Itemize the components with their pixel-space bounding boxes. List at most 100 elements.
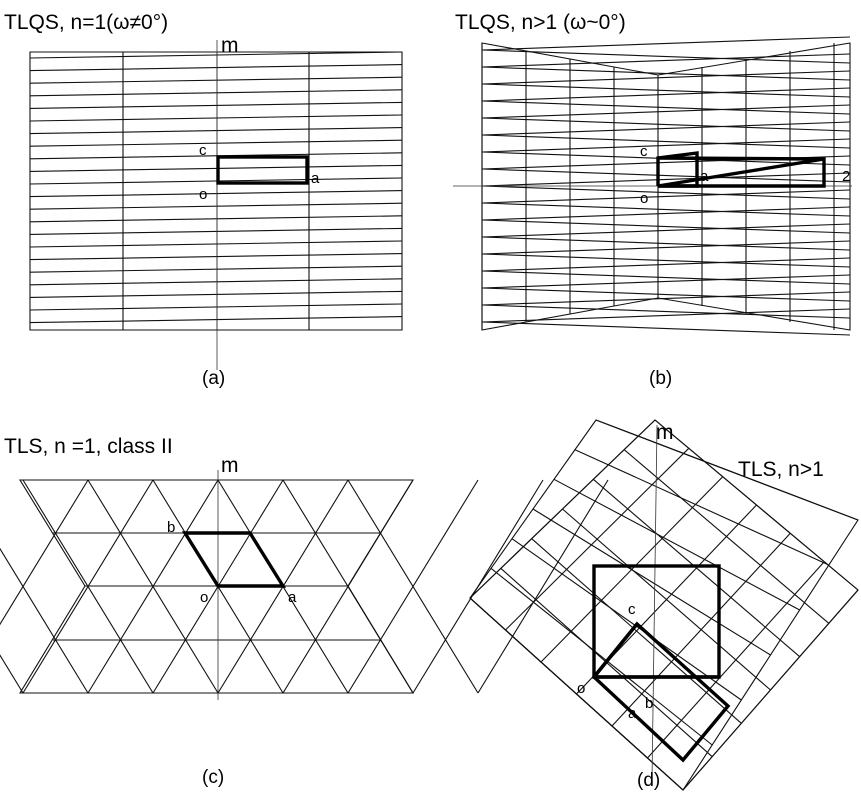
panel-a-border — [29, 51, 403, 331]
panel-a-slanted-line — [29, 127, 403, 135]
panel-c: TLS, n =1, class II m b o a (c) — [0, 435, 609, 788]
panel-a-slanted-line — [29, 227, 403, 235]
panel-b-diagonal-line — [481, 223, 851, 238]
panel-c-falling-line — [0, 654, 24, 694]
panel-a-slanted-line — [29, 101, 403, 109]
panel-c-border — [19, 479, 414, 694]
panel-c-label-origin: o — [200, 589, 208, 606]
panel-b-label-c: c — [640, 143, 648, 160]
panel-a-slanted-line — [29, 202, 403, 210]
panel-c-label-a: a — [288, 589, 297, 606]
panel-a-slanted-line — [29, 152, 403, 160]
panel-b-diagonal-line — [481, 134, 851, 149]
panel-d: TLS, n>1 m c o a b (d) — [469, 419, 859, 791]
panel-d-label-origin: o — [577, 680, 585, 697]
panel-b-diagonal-line — [481, 287, 851, 302]
panel-b-label-origin: o — [640, 190, 648, 207]
panel-a: TLQS, n=1(ω≠0°) m c o a (a) — [4, 11, 403, 389]
panel-a-caption: (a) — [202, 368, 225, 389]
panel-b-diagonal-line — [481, 189, 851, 204]
panel-b-diagonal-line — [481, 206, 851, 221]
panel-a-slanted-line — [29, 76, 403, 84]
panel-a-slanted-line — [29, 139, 403, 147]
panel-a-title: TLQS, n=1(ω≠0°) — [4, 11, 168, 34]
panel-b-diagonal-line — [481, 100, 851, 115]
panel-b-long-cell-outline — [657, 157, 826, 188]
panel-d-cell-diagonal — [592, 622, 639, 679]
panel-d-label-a: a — [628, 705, 637, 722]
panel-b-diagonal-line — [481, 36, 851, 51]
panel-a-slanted-line — [29, 316, 403, 324]
panel-a-slanted-line — [29, 190, 403, 198]
panel-b-diagonal-line — [481, 66, 851, 81]
panel-c-unit-cell-outline — [181, 531, 287, 588]
panel-a-slanted-line — [29, 89, 403, 97]
panel-b-diagonal-line — [481, 117, 851, 132]
panel-d-caption: (d) — [637, 770, 660, 791]
panel-b-diagonal-line — [481, 253, 851, 268]
panel-d-mirror-line — [651, 424, 658, 781]
panel-a-slanted-line — [29, 64, 403, 72]
panel-a-slanted-line — [29, 215, 403, 223]
panel-a-unit-cell-outline — [216, 155, 309, 185]
panel-a-slanted-line — [29, 278, 403, 286]
panel-c-falling-line — [87, 479, 219, 694]
panel-d-net-line — [654, 419, 859, 591]
panel-b-label-a: a — [700, 168, 709, 185]
panel-b-diagonal-line — [481, 291, 851, 306]
panel-a-slanted-line — [29, 114, 403, 122]
panel-b-diagonal-line — [481, 87, 851, 102]
panel-d-label-b: b — [645, 695, 653, 712]
panel-a-label-c: c — [199, 142, 207, 159]
panel-b-diagonal-line — [481, 236, 851, 251]
panel-a-lattice — [29, 40, 403, 370]
panel-b-diagonal-line — [481, 121, 851, 136]
panel-b-diagonal-line — [481, 53, 851, 68]
panel-b-diagonal-line — [481, 240, 851, 255]
panel-d-unit-cells — [591, 564, 731, 763]
panel-a-slanted-line — [29, 164, 403, 172]
panel-d-net-line — [553, 478, 800, 611]
panel-b-diagonal-line — [481, 49, 851, 64]
panel-d-title: TLS, n>1 — [738, 458, 824, 481]
panel-b-diagonal-line — [481, 308, 851, 323]
panel-b: TLQS, n>1 (ω~0°) c o a 2 (b) — [453, 11, 852, 389]
panel-d-net-line — [647, 561, 825, 759]
panel-a-slanted-line — [29, 303, 403, 311]
panel-c-title: TLS, n =1, class II — [4, 435, 173, 458]
panel-d-net-line — [682, 589, 859, 791]
panel-a-slanted-line — [29, 253, 403, 261]
panel-d-square-cell-outline — [591, 621, 731, 763]
panel-a-label-origin: o — [199, 186, 207, 203]
panel-b-diagonal-line — [481, 138, 851, 153]
panel-c-mirror-label: m — [221, 454, 239, 477]
panel-b-diagonal-line — [481, 257, 851, 272]
panel-a-slanted-line — [29, 177, 403, 185]
panel-b-diagonal-line — [481, 70, 851, 85]
panel-d-net-line — [592, 478, 801, 658]
panel-c-rising-line — [0, 479, 89, 626]
panel-c-falling-line — [347, 479, 479, 694]
panel-b-axis-label: 2 — [842, 168, 850, 185]
panel-b-diagonal-line — [481, 104, 851, 119]
panel-c-falling-line — [22, 479, 154, 694]
panel-d-net-line — [532, 508, 771, 656]
panel-b-diagonal-line — [481, 321, 851, 336]
panel-a-slanted-line — [29, 240, 403, 248]
panel-b-diagonal-line — [481, 270, 851, 285]
panel-d-net-line — [511, 538, 742, 701]
panel-a-unit-cell — [216, 155, 309, 185]
panel-b-caption: (b) — [649, 368, 672, 389]
panel-a-slanted-line — [29, 290, 403, 298]
panel-b-diagonal-line — [481, 172, 851, 187]
panel-a-mirror-label: m — [221, 34, 239, 57]
panel-b-diagonal-line — [481, 168, 851, 183]
panel-a-label-a: a — [311, 170, 320, 187]
panel-d-label-c: c — [628, 601, 636, 618]
panel-b-diagonal-line — [481, 202, 851, 217]
panel-d-rectangular-cell-outline — [592, 564, 721, 679]
panel-a-slanted-line — [29, 51, 403, 59]
panel-b-cell-top-edge — [657, 156, 825, 161]
panel-c-label-b: b — [167, 519, 175, 536]
